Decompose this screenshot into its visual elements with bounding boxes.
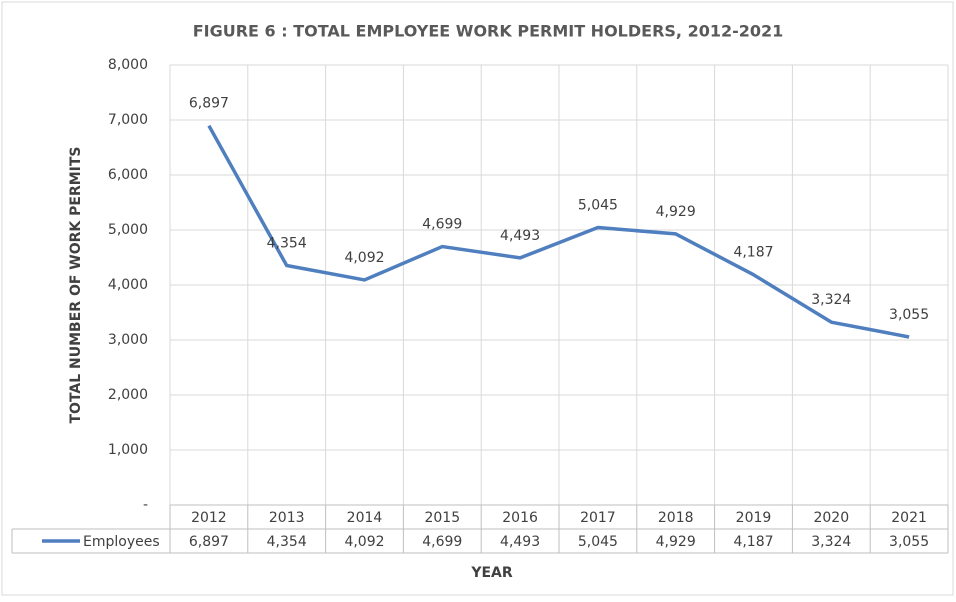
table-value: 4,493: [500, 534, 540, 550]
x-tick-label: 2014: [347, 510, 383, 526]
y-tick-label: 4,000: [108, 277, 148, 293]
table-value: 4,929: [656, 534, 696, 550]
x-tick-label: 2012: [191, 510, 227, 526]
x-tick-label: 2019: [736, 510, 772, 526]
data-label: 4,187: [733, 245, 773, 261]
y-tick-label: -: [143, 497, 148, 513]
data-label: 4,493: [500, 228, 540, 244]
data-label: 4,354: [267, 236, 307, 252]
x-axis-title: YEAR: [470, 565, 513, 581]
x-tick-label: 2013: [269, 510, 305, 526]
y-tick-label: 3,000: [108, 332, 148, 348]
legend-label: Employees: [83, 534, 160, 550]
table-value: 4,354: [267, 534, 307, 550]
y-tick-label: 2,000: [108, 387, 148, 403]
x-tick-label: 2021: [891, 510, 927, 526]
x-tick-label: 2016: [502, 510, 538, 526]
table-value: 4,092: [344, 534, 384, 550]
x-tick-label: 2017: [580, 510, 616, 526]
x-tick-label: 2015: [424, 510, 460, 526]
table-value: 4,699: [422, 534, 462, 550]
y-tick-label: 8,000: [108, 57, 148, 73]
series-line: [207, 124, 910, 339]
data-label: 4,092: [344, 250, 384, 266]
y-tick-label: 5,000: [108, 222, 148, 238]
table-value: 3,324: [811, 534, 851, 550]
data-label: 4,929: [656, 204, 696, 220]
data-label: 6,897: [189, 96, 229, 112]
x-tick-label: 2020: [813, 510, 849, 526]
table-value: 5,045: [578, 534, 618, 550]
data-label: 5,045: [578, 198, 618, 214]
x-tick-label: 2018: [658, 510, 694, 526]
data-label: 3,055: [889, 307, 929, 323]
y-tick-label: 6,000: [108, 167, 148, 183]
y-axis-title: TOTAL NUMBER OF WORK PERMITS: [68, 146, 84, 423]
y-tick-label: 1,000: [108, 442, 148, 458]
table-value: 3,055: [889, 534, 929, 550]
data-label: 3,324: [811, 292, 851, 308]
table-value: 4,187: [733, 534, 773, 550]
data-label: 4,699: [422, 217, 462, 233]
chart-title: FIGURE 6 : TOTAL EMPLOYEE WORK PERMIT HO…: [193, 22, 784, 41]
y-tick-label: 7,000: [108, 112, 148, 128]
table-value: 6,897: [189, 534, 229, 550]
